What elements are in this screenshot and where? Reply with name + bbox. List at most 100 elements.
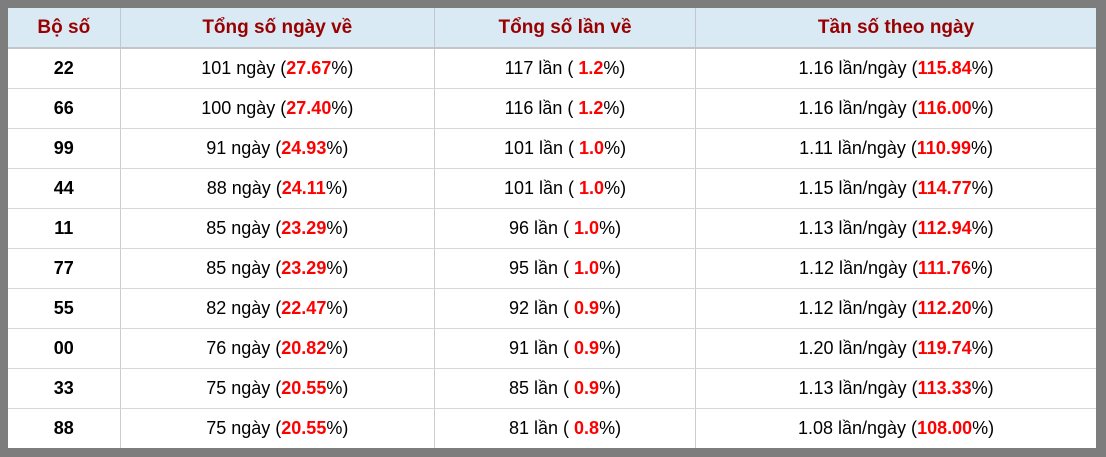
frequency-text-suffix: %) bbox=[970, 137, 993, 158]
days-text-suffix: %) bbox=[326, 377, 349, 398]
pair-number: 00 bbox=[8, 328, 121, 369]
pair-number: 44 bbox=[8, 168, 121, 209]
times-text: 117 lần ( bbox=[504, 57, 579, 78]
frequency-percent: 114.77 bbox=[917, 177, 972, 198]
days-percent: 24.93 bbox=[281, 137, 327, 158]
times-percent: 0.9 bbox=[574, 297, 600, 318]
frequency-text: 1.16 lần/ngày ( bbox=[798, 57, 918, 78]
frequency-percent: 116.00 bbox=[917, 97, 972, 118]
pair-number: 88 bbox=[8, 408, 121, 448]
times-text-suffix: %) bbox=[599, 377, 622, 398]
days-text-suffix: %) bbox=[331, 97, 354, 118]
table-body: 22 101 ngày (27.67%) 117 lần ( 1.2%) 1.1… bbox=[8, 48, 1096, 448]
table-row: 00 76 ngày (20.82%) 91 lần ( 0.9%) 1.20 … bbox=[8, 328, 1096, 369]
frequency-text: 1.13 lần/ngày ( bbox=[798, 217, 918, 238]
days-percent: 23.29 bbox=[281, 257, 327, 278]
frequency-text: 1.20 lần/ngày ( bbox=[798, 337, 918, 358]
days-text-suffix: %) bbox=[326, 417, 349, 438]
times-percent: 0.8 bbox=[574, 417, 600, 438]
frequency-percent: 110.99 bbox=[916, 137, 971, 158]
frequency-percent: 112.20 bbox=[917, 297, 972, 318]
lottery-pair-statistics-table: Bộ số Tổng số ngày về Tổng số lần về Tần… bbox=[8, 8, 1096, 448]
times-text: 92 lần ( bbox=[509, 297, 575, 318]
total-days-cell: 85 ngày (23.29%) bbox=[120, 208, 435, 249]
times-percent: 0.9 bbox=[574, 337, 600, 358]
frequency-percent: 113.33 bbox=[917, 377, 972, 398]
total-times-cell: 81 lần ( 0.8%) bbox=[434, 408, 697, 448]
days-percent: 20.82 bbox=[281, 337, 327, 358]
frequency-cell: 1.20 lần/ngày (119.74%) bbox=[695, 328, 1096, 369]
total-times-cell: 101 lần ( 1.0%) bbox=[434, 168, 697, 209]
total-days-cell: 82 ngày (22.47%) bbox=[120, 288, 435, 329]
frequency-text: 1.11 lần/ngày ( bbox=[799, 137, 917, 158]
pair-number: 22 bbox=[8, 48, 121, 89]
table-row: 22 101 ngày (27.67%) 117 lần ( 1.2%) 1.1… bbox=[8, 48, 1096, 89]
days-text: 91 ngày ( bbox=[206, 137, 282, 158]
header-row: Bộ số Tổng số ngày về Tổng số lần về Tần… bbox=[8, 8, 1096, 49]
total-days-cell: 91 ngày (24.93%) bbox=[120, 128, 435, 169]
times-percent: 1.2 bbox=[578, 97, 604, 118]
statistics-panel: Bộ số Tổng số ngày về Tổng số lần về Tần… bbox=[8, 8, 1096, 448]
pair-number: 33 bbox=[8, 368, 121, 409]
pair-number: 11 bbox=[8, 208, 121, 249]
times-text: 85 lần ( bbox=[509, 377, 575, 398]
times-text: 95 lần ( bbox=[509, 257, 575, 278]
frequency-percent: 111.76 bbox=[918, 257, 972, 278]
total-times-cell: 96 lần ( 1.0%) bbox=[434, 208, 697, 249]
table-row: 99 91 ngày (24.93%) 101 lần ( 1.0%) 1.11… bbox=[8, 128, 1096, 169]
days-text-suffix: %) bbox=[326, 137, 349, 158]
table-row: 33 75 ngày (20.55%) 85 lần ( 0.9%) 1.13 … bbox=[8, 368, 1096, 409]
times-text: 96 lần ( bbox=[509, 217, 575, 238]
times-text-suffix: %) bbox=[604, 177, 627, 198]
days-text-suffix: %) bbox=[331, 57, 354, 78]
pair-number: 66 bbox=[8, 88, 121, 129]
times-text-suffix: %) bbox=[599, 417, 622, 438]
times-percent: 1.0 bbox=[579, 177, 605, 198]
frequency-percent: 112.94 bbox=[917, 217, 972, 238]
days-text: 101 ngày ( bbox=[201, 57, 287, 78]
days-text-suffix: %) bbox=[325, 177, 348, 198]
days-percent: 27.67 bbox=[286, 57, 332, 78]
times-text-suffix: %) bbox=[599, 217, 622, 238]
frequency-cell: 1.16 lần/ngày (116.00%) bbox=[695, 88, 1096, 129]
column-header-pair: Bộ số bbox=[8, 8, 121, 49]
frequency-cell: 1.16 lần/ngày (115.84%) bbox=[695, 48, 1096, 89]
total-days-cell: 75 ngày (20.55%) bbox=[120, 368, 435, 409]
table-row: 44 88 ngày (24.11%) 101 lần ( 1.0%) 1.15… bbox=[8, 168, 1096, 209]
table-row: 77 85 ngày (23.29%) 95 lần ( 1.0%) 1.12 … bbox=[8, 248, 1096, 289]
times-text-suffix: %) bbox=[603, 97, 626, 118]
times-text: 81 lần ( bbox=[509, 417, 575, 438]
frequency-cell: 1.13 lần/ngày (112.94%) bbox=[695, 208, 1096, 249]
days-text: 100 ngày ( bbox=[201, 97, 287, 118]
days-text: 82 ngày ( bbox=[206, 297, 282, 318]
days-text: 85 ngày ( bbox=[206, 257, 282, 278]
table-row: 11 85 ngày (23.29%) 96 lần ( 1.0%) 1.13 … bbox=[8, 208, 1096, 249]
total-days-cell: 101 ngày (27.67%) bbox=[120, 48, 435, 89]
frequency-text: 1.13 lần/ngày ( bbox=[798, 377, 918, 398]
total-days-cell: 100 ngày (27.40%) bbox=[120, 88, 435, 129]
times-text: 101 lần ( bbox=[503, 137, 580, 158]
frequency-cell: 1.15 lần/ngày (114.77%) bbox=[695, 168, 1096, 209]
days-text: 75 ngày ( bbox=[206, 417, 282, 438]
frequency-text-suffix: %) bbox=[971, 97, 994, 118]
times-text-suffix: %) bbox=[604, 137, 627, 158]
column-header-total-times: Tổng số lần về bbox=[434, 8, 697, 49]
frequency-text: 1.12 lần/ngày ( bbox=[798, 297, 918, 318]
days-text-suffix: %) bbox=[326, 217, 349, 238]
pair-number: 77 bbox=[8, 248, 121, 289]
table-header: Bộ số Tổng số ngày về Tổng số lần về Tần… bbox=[8, 8, 1096, 49]
days-percent: 20.55 bbox=[281, 377, 327, 398]
total-days-cell: 76 ngày (20.82%) bbox=[120, 328, 435, 369]
table-row: 66 100 ngày (27.40%) 116 lần ( 1.2%) 1.1… bbox=[8, 88, 1096, 129]
days-percent: 20.55 bbox=[281, 417, 327, 438]
days-percent: 23.29 bbox=[281, 217, 327, 238]
column-header-frequency-per-day: Tần số theo ngày bbox=[695, 8, 1096, 49]
total-times-cell: 91 lần ( 0.9%) bbox=[434, 328, 697, 369]
total-times-cell: 95 lần ( 1.0%) bbox=[434, 248, 697, 289]
total-days-cell: 88 ngày (24.11%) bbox=[120, 168, 435, 209]
total-days-cell: 85 ngày (23.29%) bbox=[120, 248, 435, 289]
times-text-suffix: %) bbox=[603, 57, 626, 78]
table-row: 55 82 ngày (22.47%) 92 lần ( 0.9%) 1.12 … bbox=[8, 288, 1096, 329]
frequency-cell: 1.11 lần/ngày (110.99%) bbox=[695, 128, 1096, 169]
